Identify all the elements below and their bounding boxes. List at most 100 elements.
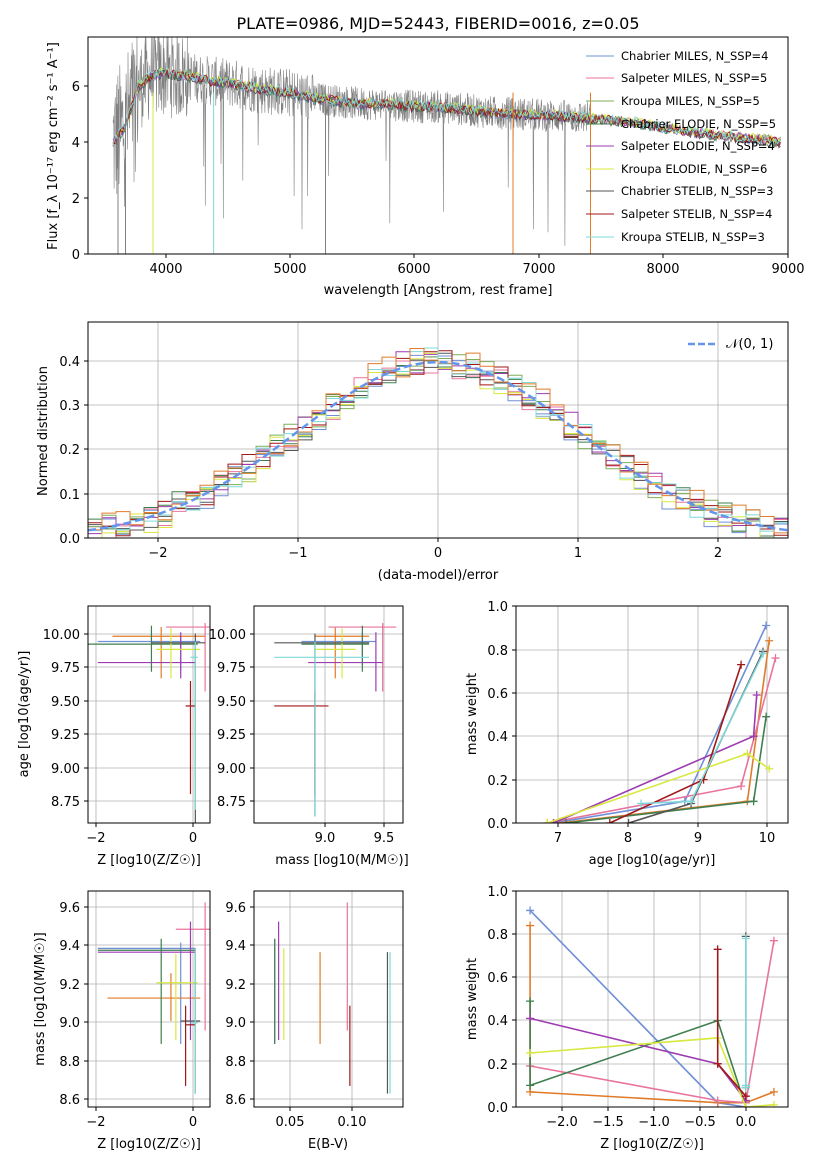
- residual-histogram-step: [88, 347, 788, 534]
- legend-label: Kroupa ELODIE, N_SSP=6: [621, 162, 767, 176]
- residual-x-ticks: −2 −1 0 1 2: [148, 538, 722, 561]
- legend-label: Chabrier MILES, N_SSP=4: [621, 49, 768, 63]
- x-tick-label: 8: [624, 831, 632, 846]
- x-tick-label: 7000: [522, 262, 555, 277]
- normal-distribution-curve: [88, 360, 788, 532]
- mass-weight-point-marker: [771, 654, 780, 663]
- mass-weight-point-marker: [526, 906, 535, 915]
- y-ticks: 0.0 0.2 0.4 0.6 0.8 1.0: [487, 600, 516, 832]
- x-ticks: 7 8 9 10: [554, 823, 775, 846]
- grid: [88, 606, 210, 823]
- legend-label: Kroupa MILES, N_SSP=5: [621, 94, 760, 108]
- x-label: Z [log10(Z/Z☉)]: [600, 1137, 704, 1152]
- mass-vs-ebv-panel: 0.05 0.10 8.6 8.8 9.0 9.2 9.4 9.6 E(B-V): [225, 890, 404, 1152]
- legend-label: Salpeter STELIB, N_SSP=4: [621, 207, 772, 221]
- mass-weight-point-marker: [687, 797, 696, 806]
- x-tick-label: −0.5: [684, 1115, 716, 1130]
- mass-weight-point-marker: [637, 799, 646, 808]
- grid: [254, 891, 403, 1107]
- residual-y-ticks: 0.0 0.1 0.2 0.3 0.4: [59, 355, 88, 547]
- model-spectrum-line: [112, 67, 781, 146]
- y-tick-label: 0.4: [487, 730, 508, 745]
- spectrum-y-label: Flux [f_λ 10⁻¹⁷ erg cm⁻² s⁻¹ A⁻¹]: [46, 42, 61, 250]
- y-tick-label: 9.2: [59, 978, 80, 993]
- mass-weight-point-marker: [743, 749, 752, 758]
- y-label: age [log10(age/yr)]: [17, 651, 32, 778]
- axes-frame: [515, 605, 789, 824]
- mass-weight-point-marker: [713, 1059, 722, 1068]
- x-label: Z [log10(Z/Z☉)]: [97, 1137, 201, 1152]
- mass-weight-point-marker: [526, 1014, 535, 1023]
- mass-weight-point-marker: [749, 732, 758, 741]
- y-tick-label: 9.50: [217, 695, 246, 710]
- mass-weight-point-marker: [762, 712, 771, 721]
- mass-weight-point-marker: [769, 1100, 778, 1107]
- y-tick-label: 8.8: [59, 1055, 80, 1070]
- y-tick-label: 1.0: [487, 600, 508, 615]
- y-tick-label: 0.2: [487, 774, 508, 789]
- mass-weight-point-marker: [605, 819, 614, 823]
- y-tick-label: 9.2: [225, 978, 246, 993]
- mass-weight-series-line: [530, 1037, 774, 1107]
- residual-histograms: [88, 347, 788, 538]
- axes-frame: [253, 890, 404, 1108]
- y-tick-label: 10.00: [43, 628, 80, 643]
- legend-label: 𝒩(0, 1): [726, 337, 773, 352]
- mass-weight-lines: [543, 621, 780, 823]
- x-tick-label: 8000: [646, 262, 679, 277]
- residual-y-label: Normed distribution: [36, 366, 51, 496]
- y-ticks: 8.75 9.00 9.25 9.50 9.75 10.00: [43, 628, 88, 810]
- data-spectrum-line: [112, 37, 591, 246]
- spectrum-lines: [112, 37, 781, 254]
- y-tick-label: 0.2: [487, 1058, 508, 1073]
- y-tick-label: 0.2: [59, 443, 80, 458]
- mass-weight-series-line: [559, 640, 770, 823]
- y-ticks: 8.75 9.00 9.25 9.50 9.75 10.00: [209, 628, 254, 810]
- y-tick-label: 0.8: [487, 928, 508, 943]
- residual-panel: −2 −1 0 1 2 0.0 0.1 0.2 0.3 0.4 (data-mo…: [36, 321, 789, 583]
- y-tick-label: 0.3: [59, 399, 80, 414]
- y-tick-label: 0.8: [487, 644, 508, 659]
- x-tick-label: 0.10: [338, 1115, 367, 1130]
- errorbar-marks: [97, 902, 210, 1094]
- x-tick-label: 0.0: [736, 1115, 757, 1130]
- mass-weight-point-marker: [749, 797, 758, 806]
- spectrum-axes-frame: [87, 36, 789, 255]
- mass-weight-series-line: [529, 1001, 747, 1107]
- figure-title: PLATE=0986, MJD=52443, FIBERID=0016, z=0…: [236, 14, 639, 33]
- x-tick-label: 0.05: [276, 1115, 305, 1130]
- residual-legend: 𝒩(0, 1): [688, 337, 773, 352]
- mass-weight-point-marker: [737, 660, 746, 669]
- y-ticks: 8.6 8.8 9.0 9.2 9.4 9.6: [225, 901, 254, 1108]
- mass-weight-point-marker: [752, 690, 761, 699]
- mass-weight-point-marker: [713, 945, 722, 954]
- errorbar-marks: [274, 902, 391, 1094]
- y-tick-label: 6: [72, 80, 80, 95]
- mass-weight-point-marker: [543, 819, 552, 823]
- y-tick-label: 4: [72, 136, 80, 151]
- axes-frame: [87, 605, 211, 824]
- x-tick-label: −2: [148, 546, 167, 561]
- x-tick-label: 5000: [273, 262, 306, 277]
- x-tick-label: −1.5: [592, 1115, 624, 1130]
- x-tick-label: 9.5: [374, 831, 395, 846]
- age-vs-z-panel: −2 0 8.75 9.00 9.25 9.50 9.75 10.00 Z [l…: [17, 605, 211, 868]
- spectrum-x-label: wavelength [Angstrom, rest frame]: [324, 283, 553, 298]
- y-ticks: 8.6 8.8 9.0 9.2 9.4 9.6: [59, 901, 88, 1108]
- axes-frame: [87, 890, 211, 1108]
- mass-weight-point-marker: [758, 649, 767, 658]
- x-tick-label: 10: [759, 831, 776, 846]
- legend-label: Chabrier STELIB, N_SSP=3: [621, 184, 773, 198]
- grid: [516, 606, 788, 823]
- grid: [88, 891, 210, 1107]
- mass-weight-point-marker: [741, 1083, 750, 1092]
- x-tick-label: 0: [189, 831, 197, 846]
- y-tick-label: 0.0: [487, 1101, 508, 1116]
- axes-frame: [253, 605, 404, 824]
- spectrum-legend: Chabrier MILES, N_SSP=4 Salpeter MILES, …: [586, 49, 776, 244]
- mass-vs-z-panel: −2 0 8.6 8.8 9.0 9.2 9.4 9.6 Z [log10(Z/…: [33, 890, 211, 1152]
- y-tick-label: 9.50: [51, 695, 80, 710]
- y-tick-label: 9.00: [217, 762, 246, 777]
- mass-weight-series-line: [529, 909, 746, 1107]
- y-tick-label: 0.6: [487, 687, 508, 702]
